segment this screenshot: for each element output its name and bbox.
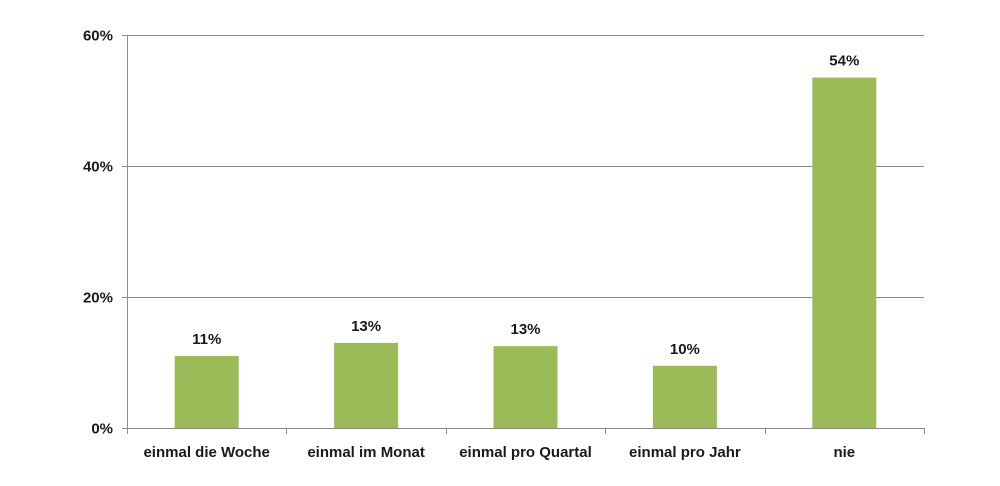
bars (174, 77, 877, 428)
data-label: 10% (670, 341, 700, 358)
data-label: 54% (829, 53, 859, 70)
data-label: 13% (351, 318, 381, 335)
gridlines (127, 35, 924, 298)
bar-5 (812, 77, 877, 428)
axes (122, 35, 925, 434)
data-label: 11% (192, 331, 221, 348)
category-label: einmal im Monat (307, 444, 425, 461)
category-label: einmal die Woche (143, 444, 269, 461)
y-tick-label: 40% (83, 159, 113, 176)
bar-4 (652, 365, 717, 428)
category-label: nie (833, 444, 855, 461)
y-tick-label: 20% (83, 290, 113, 307)
bar-3 (493, 346, 558, 428)
category-label: einmal pro Quartal (459, 444, 592, 461)
y-tick-label: 60% (83, 28, 113, 45)
labels: 0% 20% 40% 60% 11% einmal die Woche 13% einmal … (83, 28, 859, 462)
bar-1 (174, 355, 239, 428)
category-label: einmal pro Jahr (629, 444, 741, 461)
bar-2 (334, 342, 399, 428)
y-tick-label: 0% (91, 421, 113, 438)
data-label: 13% (510, 321, 540, 338)
